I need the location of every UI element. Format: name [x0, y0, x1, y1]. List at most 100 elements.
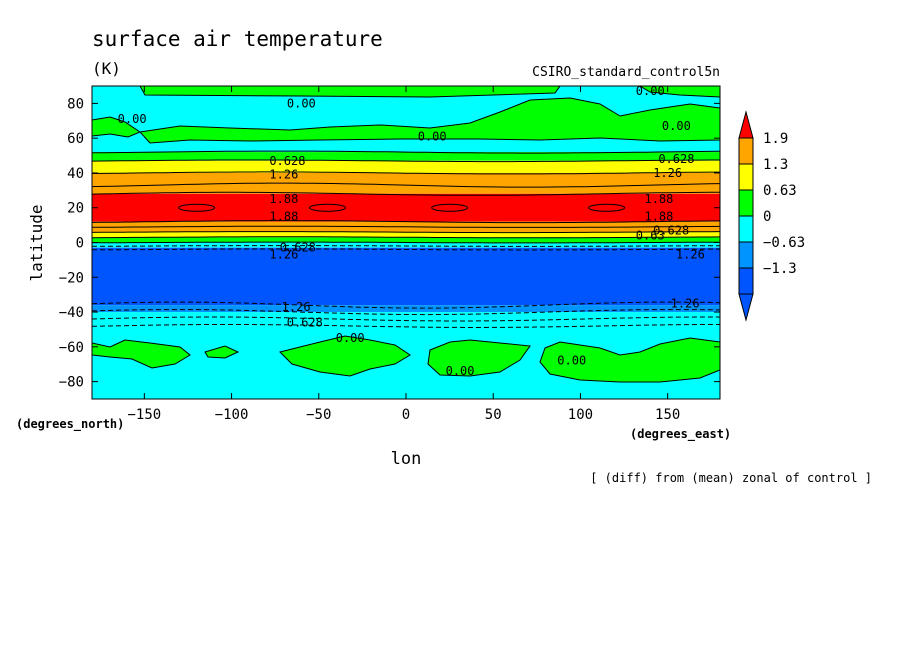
negative-contour-line — [92, 248, 720, 251]
colorbar: 1.9 1.3 0.63 0 −0.63 −1.3 — [738, 110, 805, 322]
negative-contour-line — [92, 309, 720, 316]
contour-patch — [92, 339, 191, 369]
contour-label: 0.628 — [287, 315, 323, 329]
contour-label: 0.00 — [557, 354, 586, 368]
colorbar-arrow-bottom — [738, 293, 754, 322]
contour-label: 1.88 — [269, 192, 298, 206]
y-tick-label: 80 — [67, 96, 84, 112]
contour-label: 0.00 — [418, 129, 447, 143]
contour-patch — [204, 345, 240, 359]
contour-label: 1.88 — [644, 192, 673, 206]
contour-band — [92, 152, 720, 161]
contour-band — [92, 312, 720, 326]
contour-line — [92, 231, 720, 234]
colorbar-swatch — [738, 189, 754, 217]
contour-band — [92, 172, 720, 194]
contour-label: 0.628 — [658, 152, 694, 166]
chart-title: surface air temperature — [92, 27, 383, 51]
colorbar-label: −1.3 — [763, 261, 797, 277]
contour-label: 0.628 — [269, 154, 305, 168]
contour-line — [92, 182, 720, 188]
colorbar-label: 0.63 — [763, 183, 797, 199]
y-tick-label: −40 — [59, 305, 84, 321]
x-tick-label: −50 — [306, 407, 331, 423]
axes: −150 −100 −50 0 50 100 150 80 60 40 20 0 −20 −40 −60 −8… — [59, 85, 721, 423]
contour-label: 1.88 — [644, 209, 673, 223]
y-tick-label: −60 — [59, 340, 84, 356]
colorbar-label: 0 — [763, 209, 771, 225]
contour-oval — [588, 203, 626, 212]
y-axis-label: latitude — [27, 204, 46, 281]
contour-band — [92, 237, 720, 243]
colorbar-label: 1.9 — [763, 131, 788, 147]
colorbar-swatch — [738, 215, 754, 243]
footnote: [ (diff) from (mean) zonal of control ] — [590, 471, 872, 485]
filled-contours — [92, 86, 720, 399]
y-tick-label: 20 — [67, 201, 84, 217]
contour-label: 1.26 — [282, 300, 311, 314]
contour-patch — [427, 339, 531, 377]
x-tick-label: 0 — [402, 407, 410, 423]
contour-label: 1.88 — [269, 209, 298, 223]
plot-area — [92, 86, 720, 399]
x-tick-label: 150 — [655, 407, 680, 423]
contour-line — [92, 191, 720, 196]
y-tick-label: −80 — [59, 375, 84, 391]
y-tick-label: 40 — [67, 166, 84, 182]
contour-label: 0.00 — [636, 84, 665, 98]
contour-label: 1.26 — [653, 166, 682, 180]
contour-line — [92, 150, 720, 154]
contour-oval — [309, 203, 346, 212]
contour-label: 0.628 — [280, 241, 316, 255]
contour-label: 0.628 — [653, 223, 689, 237]
negative-contour-line — [92, 316, 720, 322]
colorbar-swatch — [738, 267, 754, 295]
contour-band — [92, 160, 720, 173]
contour-patch — [539, 337, 720, 383]
negative-contour-line — [92, 301, 720, 309]
colorbar-arrow-top — [738, 110, 754, 139]
contour-line — [92, 241, 720, 244]
units-label: (K) — [92, 59, 121, 78]
contour-line — [92, 171, 720, 175]
contour-line — [92, 236, 720, 239]
colorbar-label: 1.3 — [763, 157, 788, 173]
contour-band — [92, 247, 720, 306]
colorbar-swatch — [738, 163, 754, 191]
contour-label: 0.63 — [636, 229, 665, 243]
contour-band — [92, 305, 720, 313]
x-unit-label: (degrees_east) — [630, 427, 731, 442]
contour-patch — [139, 86, 561, 98]
colorbar-swatch — [738, 241, 754, 269]
x-tick-label: −150 — [127, 407, 161, 423]
x-tick-label: 100 — [568, 407, 593, 423]
contour-band — [92, 242, 720, 248]
contour-label: 0.00 — [336, 331, 365, 345]
y-tick-label: 60 — [67, 131, 84, 147]
contour-oval — [178, 203, 216, 212]
contour-label: 0.00 — [287, 96, 316, 110]
contour-line — [92, 225, 720, 228]
contour-label: 1.26 — [676, 248, 705, 262]
contour-label: 0.00 — [446, 364, 475, 378]
colorbar-swatch — [738, 137, 754, 165]
contour-band — [92, 193, 720, 222]
contour-line — [92, 220, 720, 224]
contour-oval — [431, 203, 469, 212]
dataset-label: CSIRO_standard_control5n — [532, 65, 720, 80]
x-tick-label: 50 — [485, 407, 502, 423]
contour-band — [92, 232, 720, 238]
contour-patch — [139, 97, 720, 144]
x-tick-label: −100 — [215, 407, 249, 423]
y-unit-label: (degrees_north) — [16, 417, 124, 432]
x-axis-label: lon — [391, 449, 422, 469]
contour-label: 1.26 — [269, 248, 298, 262]
negative-contour-line — [92, 245, 720, 247]
contour-line — [92, 159, 720, 163]
negative-contour-line — [92, 324, 720, 328]
contour-label: 0.00 — [662, 119, 691, 133]
contour-patch — [639, 86, 720, 98]
